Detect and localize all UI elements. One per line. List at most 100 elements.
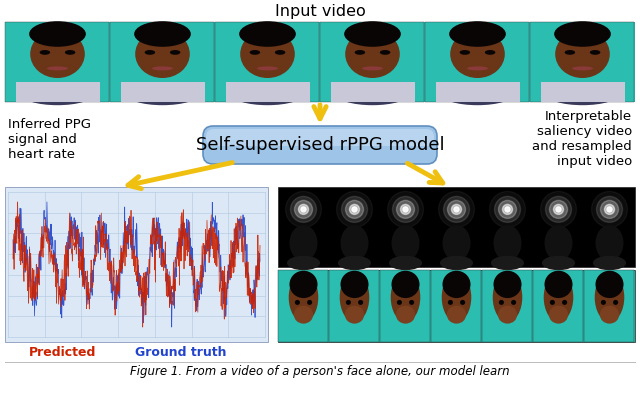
Bar: [530, 22, 634, 102]
Ellipse shape: [345, 306, 364, 324]
Circle shape: [401, 204, 410, 214]
Ellipse shape: [345, 30, 400, 78]
Ellipse shape: [442, 271, 470, 298]
Circle shape: [294, 200, 312, 218]
Ellipse shape: [257, 66, 278, 70]
Bar: [533, 270, 583, 342]
Circle shape: [495, 197, 520, 222]
Ellipse shape: [240, 30, 295, 78]
Ellipse shape: [449, 21, 506, 47]
Ellipse shape: [485, 50, 495, 55]
Ellipse shape: [134, 21, 191, 47]
Ellipse shape: [546, 83, 620, 105]
Bar: [320, 22, 424, 102]
Ellipse shape: [590, 50, 600, 55]
Ellipse shape: [595, 271, 623, 298]
Bar: [482, 270, 532, 342]
Bar: [380, 270, 430, 342]
Ellipse shape: [294, 306, 313, 324]
Bar: [215, 22, 319, 102]
Ellipse shape: [340, 225, 369, 261]
Ellipse shape: [499, 300, 504, 305]
Circle shape: [591, 191, 627, 227]
Ellipse shape: [467, 66, 488, 70]
Bar: [329, 270, 379, 342]
Circle shape: [352, 207, 357, 212]
Bar: [584, 270, 634, 342]
Bar: [110, 22, 214, 102]
Bar: [15, 82, 99, 102]
Ellipse shape: [358, 300, 363, 305]
Text: Input video: Input video: [275, 4, 365, 19]
Bar: [431, 270, 481, 342]
Ellipse shape: [542, 256, 575, 270]
Ellipse shape: [549, 306, 568, 324]
Circle shape: [337, 191, 372, 227]
Circle shape: [605, 204, 614, 214]
Ellipse shape: [493, 225, 522, 261]
Bar: [541, 82, 625, 102]
Circle shape: [499, 200, 516, 218]
Ellipse shape: [392, 225, 420, 261]
Circle shape: [291, 197, 317, 222]
Text: Self-supervised rPPG model: Self-supervised rPPG model: [196, 136, 444, 154]
Ellipse shape: [380, 50, 390, 55]
Bar: [225, 82, 310, 102]
Ellipse shape: [442, 273, 471, 322]
Circle shape: [454, 207, 459, 212]
Circle shape: [607, 207, 612, 212]
Circle shape: [550, 200, 568, 218]
Ellipse shape: [125, 83, 199, 105]
Ellipse shape: [440, 256, 473, 270]
Ellipse shape: [390, 273, 420, 322]
Ellipse shape: [295, 300, 300, 305]
Ellipse shape: [389, 256, 422, 270]
Circle shape: [502, 204, 513, 214]
Ellipse shape: [20, 83, 94, 105]
Ellipse shape: [340, 271, 369, 298]
Ellipse shape: [562, 300, 567, 305]
Circle shape: [554, 204, 563, 214]
Circle shape: [438, 191, 474, 227]
Bar: [435, 82, 520, 102]
Ellipse shape: [65, 50, 76, 55]
Ellipse shape: [550, 300, 555, 305]
Circle shape: [397, 200, 415, 218]
Ellipse shape: [572, 66, 593, 70]
FancyBboxPatch shape: [203, 126, 437, 164]
Circle shape: [346, 200, 364, 218]
Ellipse shape: [595, 273, 624, 322]
Ellipse shape: [448, 300, 453, 305]
Ellipse shape: [152, 66, 173, 70]
Bar: [120, 82, 205, 102]
Ellipse shape: [493, 273, 522, 322]
Ellipse shape: [289, 225, 317, 261]
Ellipse shape: [397, 300, 402, 305]
Ellipse shape: [30, 30, 85, 78]
Ellipse shape: [289, 273, 318, 322]
Bar: [278, 270, 635, 342]
Ellipse shape: [545, 271, 573, 298]
Ellipse shape: [340, 273, 369, 322]
Ellipse shape: [447, 306, 466, 324]
Ellipse shape: [491, 256, 524, 270]
Circle shape: [444, 197, 470, 222]
Ellipse shape: [289, 271, 317, 298]
Bar: [278, 187, 635, 267]
Ellipse shape: [511, 300, 516, 305]
Ellipse shape: [498, 306, 517, 324]
Text: Figure 1. From a video of a person's face alone, our model learn: Figure 1. From a video of a person's fac…: [130, 366, 510, 378]
Circle shape: [490, 191, 525, 227]
Bar: [5, 22, 635, 102]
Ellipse shape: [493, 271, 522, 298]
Circle shape: [505, 207, 510, 212]
Circle shape: [596, 197, 623, 222]
Circle shape: [392, 197, 419, 222]
Ellipse shape: [40, 50, 50, 55]
Ellipse shape: [47, 66, 68, 70]
Ellipse shape: [145, 50, 155, 55]
Ellipse shape: [344, 21, 401, 47]
Ellipse shape: [442, 225, 470, 261]
Circle shape: [387, 191, 424, 227]
Circle shape: [556, 207, 561, 212]
